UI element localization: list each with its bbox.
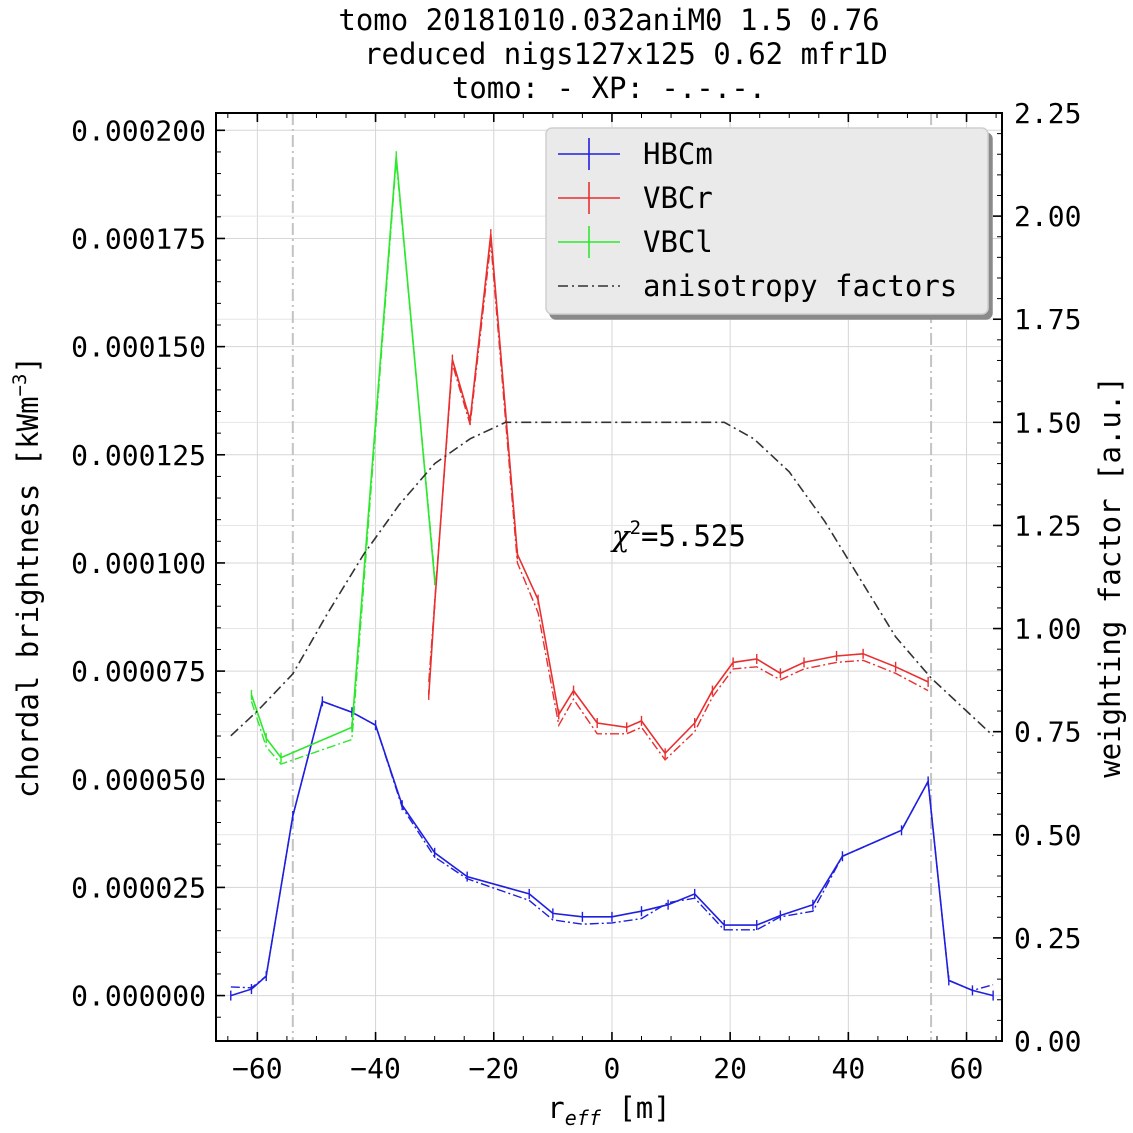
x-tick-label: 20	[713, 1052, 747, 1085]
y2-axis-label: weighting factor [a.u.]	[1093, 376, 1127, 778]
legend-label-anisotropy-factors: anisotropy factors	[643, 269, 957, 303]
legend-item-anisotropy-factors: anisotropy factors	[558, 269, 957, 303]
y-tick-label: 0.000200	[71, 114, 206, 147]
y-tick-label: 0.000100	[71, 547, 206, 580]
y-label-sup: −3	[9, 374, 31, 397]
y2-tick-label: 0.25	[1014, 922, 1081, 955]
title-line-3: tomo: - XP: -.-.-.	[452, 71, 766, 105]
legend-items: HBCm VBCr VBCl anisotropy factors	[558, 137, 957, 303]
x-tick-label: 0	[604, 1052, 621, 1085]
legend-label-vbcr: VBCr	[643, 181, 713, 215]
y2-tick-label: 1.00	[1014, 613, 1081, 646]
x-label-sub: eff	[565, 1106, 602, 1130]
fit-line-vbcr	[428, 242, 929, 761]
title-line-1: tomo 20181010.032aniM0 1.5 0.76	[338, 3, 879, 37]
series-anisotropy-factors	[230, 421, 994, 737]
chi-superscript: 2	[630, 517, 641, 539]
y-tick-label: 0.000175	[71, 222, 206, 255]
legend-label-hbcm: HBCm	[643, 137, 713, 171]
y-tick-label: 0.000025	[71, 871, 206, 904]
x-tick-label: 60	[950, 1052, 984, 1085]
y-tick-label: 0.000000	[71, 980, 206, 1013]
x-label-base: r	[547, 1091, 564, 1125]
chi-square-annotation: χ2=5.525	[610, 517, 746, 553]
y-tick-label: 0.000125	[71, 439, 206, 472]
ticks: −60 −40 −20 0 20 40 60 0.000000 0.000025 0.000050…	[71, 97, 1081, 1085]
x-tick-label: −20	[468, 1052, 519, 1085]
plot-frame	[215, 112, 1003, 1042]
legend-item-vbcr: VBCr	[558, 181, 713, 215]
series-vbcr	[428, 229, 929, 761]
chart-title: tomo 20181010.032aniM0 1.5 0.76 reduced …	[338, 3, 888, 105]
y-tick-label: 0.000150	[71, 331, 206, 364]
legend-item-vbcl: VBCl	[558, 225, 713, 259]
x-label-unit: [m]	[601, 1091, 671, 1125]
series-line-vbcl	[250, 156, 436, 759]
y2-tick-label: 2.25	[1014, 97, 1081, 130]
y2-tick-label: 0.50	[1014, 819, 1081, 852]
x-tick-label: −60	[232, 1052, 283, 1085]
y-label-end: ]	[11, 356, 45, 373]
y-tick-label: 0.000075	[71, 655, 206, 688]
series-line-anisotropy-factors	[230, 421, 994, 737]
series-layer	[230, 151, 994, 1001]
y2-tick-label: 1.75	[1014, 303, 1081, 336]
y2-tick-label: 0.00	[1014, 1025, 1081, 1058]
chi-value: =5.525	[641, 519, 746, 553]
y-label-base: chordal brightness [kWm	[11, 396, 45, 798]
fit-line-vbcl	[250, 160, 436, 765]
legend-box	[545, 127, 989, 315]
x-tick-label: 40	[831, 1052, 865, 1085]
title-line-2: reduced nigs127x125 0.62 mfr1D	[364, 37, 888, 71]
x-axis-label: reff [m]	[547, 1091, 670, 1130]
x-tick-label: −40	[350, 1052, 401, 1085]
legend-label-vbcl: VBCl	[643, 225, 713, 259]
y2-tick-label: 0.75	[1014, 716, 1081, 749]
series-hbcm	[230, 696, 994, 1001]
y-tick-label: 0.000050	[71, 763, 206, 796]
legend: HBCm VBCr VBCl anisotropy factors	[545, 127, 989, 315]
y-axis-label: chordal brightness [kWm−3]	[9, 356, 45, 798]
series-vbcl	[250, 151, 436, 765]
legend-item-hbcm: HBCm	[558, 137, 713, 171]
y2-tick-label: 1.50	[1014, 406, 1081, 439]
y2-tick-label: 2.00	[1014, 200, 1081, 233]
chi-symbol: χ	[610, 519, 631, 553]
y2-tick-label: 1.25	[1014, 509, 1081, 542]
